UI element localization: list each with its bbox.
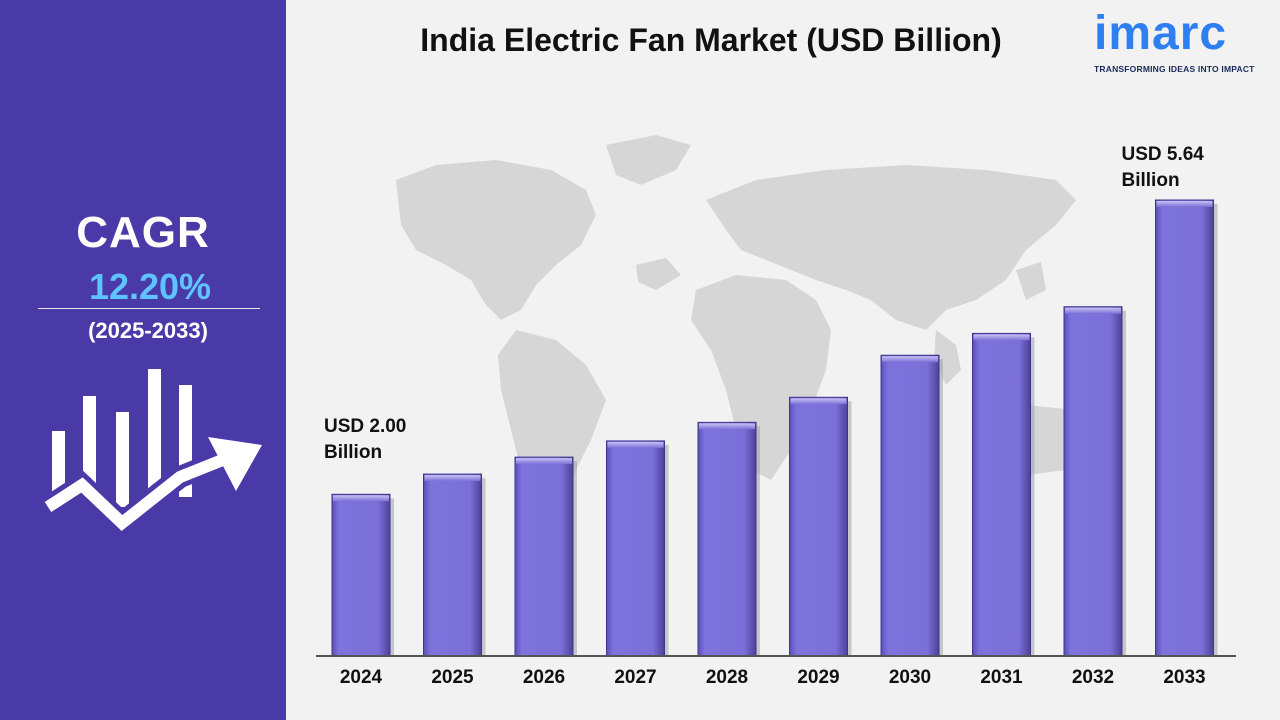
first-value-line2: Billion: [324, 442, 383, 464]
bar-2026: [514, 456, 574, 657]
bar-top-highlight: [790, 398, 847, 405]
x-tick-label: 2026: [523, 667, 565, 688]
last-value-line1: USD 5.64: [1121, 144, 1204, 165]
x-tick-label: 2029: [797, 667, 839, 688]
bar-2029: [789, 396, 848, 657]
sidebar: CAGR 12.20% (2025-2033): [0, 0, 286, 720]
chart-title: India Electric Fan Market (USD Billion): [420, 22, 1002, 58]
x-tick-label: 2027: [614, 667, 656, 688]
x-tick-label: 2033: [1163, 667, 1205, 688]
logo-tagline: TRANSFORMING IDEAS INTO IMPACT: [1094, 64, 1255, 74]
bar-top-highlight: [516, 458, 572, 465]
first-value-line1: USD 2.00: [324, 416, 407, 438]
first-value-label: USD 2.00 Billion: [324, 414, 406, 466]
bar-top-highlight: [1065, 307, 1121, 314]
bar-2025: [423, 473, 482, 657]
x-tick-label: 2030: [889, 667, 931, 688]
bar-2033: [1155, 199, 1214, 657]
bar-chart: 2024 2025 2026 2027 2028 2029 2030 2031 2032 2033: [316, 135, 1236, 688]
bar-2032: [1063, 306, 1123, 657]
x-tick-label: 2028: [706, 667, 748, 688]
x-tick-label: 2032: [1072, 667, 1114, 688]
bar-2027: [606, 440, 665, 657]
cagr-value: 12.20%: [88, 266, 212, 307]
bar-2024: [331, 493, 391, 657]
bar-2028: [697, 421, 757, 657]
x-tick-label: 2031: [980, 667, 1023, 688]
divider: [38, 308, 260, 309]
cagr-period: (2025-2033): [88, 318, 208, 343]
x-tick-label: 2024: [340, 667, 383, 688]
logo-wordmark: imarc: [1094, 7, 1228, 60]
bar-top-highlight: [333, 495, 389, 502]
x-tick-label: 2025: [431, 667, 474, 688]
bar-2031: [972, 332, 1031, 657]
bar-2030: [880, 354, 940, 657]
cagr-label: CAGR: [76, 208, 210, 257]
last-value-label: USD 5.64 Billion: [1122, 142, 1204, 194]
bar-top-highlight: [882, 356, 938, 363]
bar-top-highlight: [424, 475, 481, 482]
bar-top-highlight: [1156, 201, 1213, 207]
bar-top-highlight: [699, 423, 755, 430]
bar-top-highlight: [973, 334, 1030, 341]
bar-top-highlight: [607, 441, 664, 448]
last-value-line2: Billion: [1121, 170, 1180, 191]
growth-chart-icon: [42, 369, 262, 535]
chart-area: India Electric Fan Market (USD Billion) …: [286, 0, 1280, 720]
imarc-logo: imarc TRANSFORMING IDEAS INTO IMPACT: [1094, 7, 1264, 75]
